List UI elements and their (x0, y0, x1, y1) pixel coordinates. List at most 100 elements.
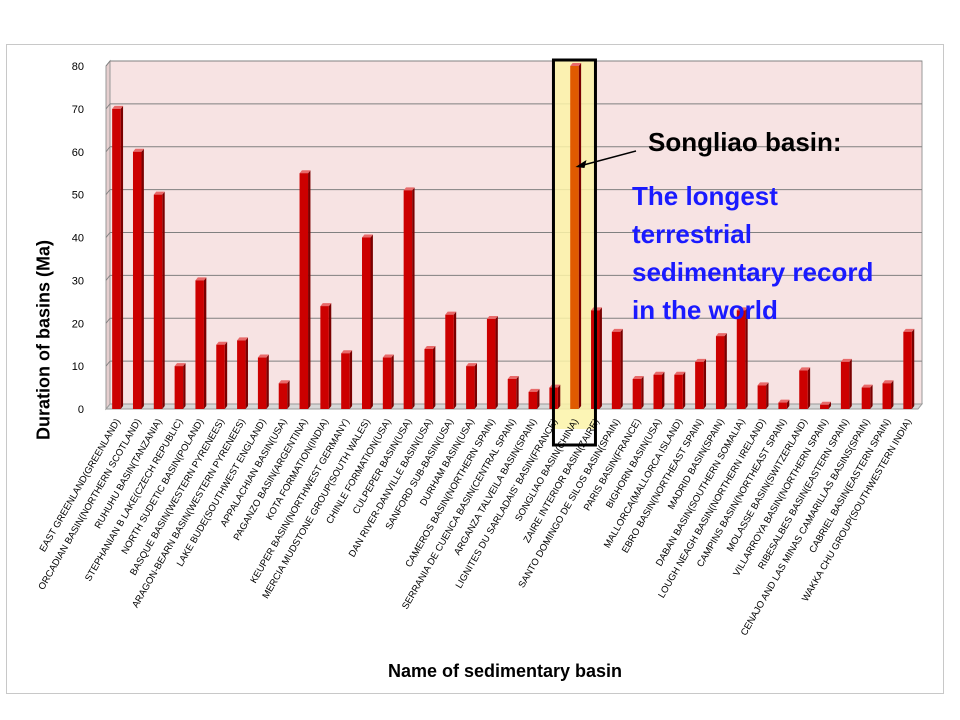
y-tick-label: 60 (72, 147, 84, 159)
bar-side (661, 371, 665, 409)
x-axis-category-labels: EAST GREENLAND(GREENLAND)ORCADIAN BASIN(… (36, 417, 914, 638)
bar-side (224, 341, 228, 409)
highlight-box-outline (551, 58, 597, 447)
bar-top (674, 371, 686, 375)
bar (757, 385, 767, 409)
bar-top (695, 358, 707, 362)
callout-arrow (575, 150, 637, 168)
bar-side (495, 315, 498, 409)
bar-side (183, 363, 186, 409)
bar (403, 190, 413, 409)
bar (840, 361, 850, 409)
bar-side (287, 380, 290, 409)
bar-side (557, 384, 561, 409)
bar-top (799, 367, 811, 371)
bar-side (453, 311, 457, 409)
gridline-depth (105, 360, 111, 367)
y-tick-label: 40 (72, 233, 84, 245)
bar (799, 370, 808, 409)
bar-top (216, 341, 228, 345)
bar-side (266, 354, 269, 409)
bar (528, 391, 538, 409)
bar-side (162, 191, 165, 409)
y-tick-label: 20 (72, 318, 84, 330)
bar-side (870, 384, 873, 409)
bar (570, 66, 579, 409)
bar (861, 387, 871, 409)
bar-side (682, 371, 686, 409)
bar-side (911, 328, 915, 409)
bar-top (237, 337, 248, 341)
bar-side (786, 399, 790, 409)
bar-side (349, 350, 353, 409)
bar-side (745, 307, 748, 409)
bar (653, 374, 662, 409)
bar-side (432, 345, 436, 409)
bar-side (245, 337, 248, 409)
gridline-depth (105, 317, 111, 324)
bar-side (203, 277, 207, 409)
bar-top (486, 315, 498, 319)
bar-side (328, 303, 332, 409)
bar-top (820, 401, 831, 405)
callout-arrow-head (575, 160, 587, 168)
bar (882, 383, 892, 409)
bar (778, 402, 787, 409)
bar-side (308, 170, 311, 409)
bar-side (599, 307, 602, 409)
bar-top (861, 384, 873, 388)
gridline-depth (105, 189, 111, 195)
bar-side (766, 382, 769, 409)
y-tick-label: 30 (72, 275, 84, 287)
y-tick-label: 0 (78, 404, 84, 416)
bar (237, 340, 246, 409)
bar (341, 353, 350, 409)
bar-top (278, 380, 290, 384)
gridline-depth (105, 275, 111, 281)
bar-side (703, 358, 707, 409)
bar-top (132, 148, 144, 152)
bar-side (412, 187, 415, 409)
callout-description: The longest terrestrial sedimentary reco… (632, 177, 932, 329)
bar (195, 280, 204, 409)
bar-side (474, 363, 478, 409)
bar (674, 374, 683, 409)
callout-arrow-line (583, 150, 637, 166)
bar-top (257, 354, 269, 358)
bar (632, 378, 642, 409)
bar-top (507, 375, 519, 379)
bar (445, 314, 454, 409)
bar (216, 344, 225, 409)
bar-side (849, 358, 852, 409)
bar (278, 383, 288, 409)
bar-top (445, 311, 457, 315)
y-tick-label: 70 (72, 104, 84, 116)
bar-side (807, 367, 811, 409)
gridline-depth (105, 146, 111, 153)
bar-top (341, 350, 353, 354)
y-tick-label: 50 (72, 190, 84, 202)
bar (382, 357, 392, 409)
y-tick-label: 10 (72, 361, 84, 373)
bar-side (370, 234, 373, 409)
bar-side (141, 148, 144, 409)
bar-side (724, 333, 727, 409)
bar-top (778, 399, 790, 403)
highlight-box (551, 58, 597, 447)
bar-top (424, 345, 436, 349)
bar (299, 173, 309, 409)
bar (257, 357, 267, 409)
gridline-depth (105, 60, 111, 67)
bar-side (578, 63, 582, 409)
bar (112, 108, 121, 409)
bar-top (528, 388, 540, 392)
bar-side (641, 375, 644, 409)
bar-top (840, 358, 852, 362)
bar-top (903, 328, 915, 332)
x-axis-title: Name of sedimentary basin (387, 661, 623, 681)
bar (153, 194, 163, 409)
bar-top (174, 363, 186, 367)
bar-top (320, 303, 332, 307)
callout-line: in the world (632, 295, 778, 325)
